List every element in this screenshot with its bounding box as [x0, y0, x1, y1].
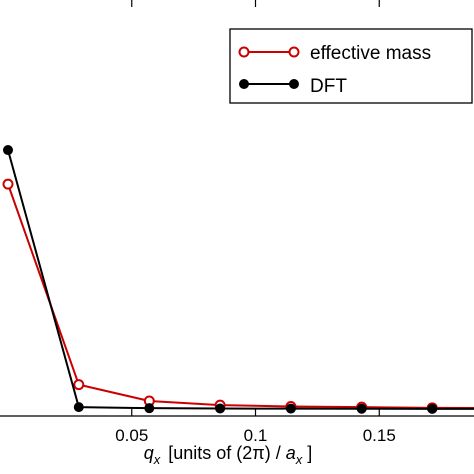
point-s0-1 — [73, 379, 85, 391]
x-label-end: ] — [307, 443, 312, 463]
series-line-0 — [7, 183, 474, 410]
legend-marker-dft-end — [289, 79, 299, 89]
legend-marker-dft — [239, 79, 249, 89]
x-axis-label: qx [units of (2π) / ax] — [144, 443, 313, 467]
legend: effective mass DFT — [229, 28, 473, 104]
point-s1-5 — [356, 403, 367, 414]
x-label-mid: [units of (2π) / — [168, 443, 280, 463]
point-s1-2 — [144, 403, 155, 414]
series-layer — [2, 145, 474, 414]
x-label-q-sub: x — [153, 452, 161, 467]
point-s1-6 — [427, 403, 438, 414]
point-s1-3 — [215, 403, 226, 414]
legend-label-effective-mass: effective mass — [310, 43, 431, 64]
x-label-a-sub: x — [295, 452, 303, 467]
legend-box — [229, 28, 473, 104]
point-s1-1 — [73, 402, 84, 413]
x-label-q: q — [144, 443, 154, 463]
legend-label-dft: DFT — [310, 76, 347, 97]
x-tick-label-0: 0.05 — [115, 426, 148, 445]
point-s0-0 — [2, 178, 14, 190]
x-label-a: a — [286, 443, 296, 463]
point-s1-4 — [285, 403, 296, 414]
legend-marker-effective-mass-end — [288, 46, 300, 58]
series-1 — [3, 145, 474, 414]
legend-marker-effective-mass — [238, 46, 250, 58]
x-tick-label-1: 0.1 — [244, 426, 268, 445]
point-s1-0 — [3, 145, 13, 156]
x-tick-label-2: 0.15 — [363, 426, 396, 445]
axes: 0.05 0.1 0.15 — [0, 0, 474, 445]
series-line-1 — [7, 149, 474, 410]
